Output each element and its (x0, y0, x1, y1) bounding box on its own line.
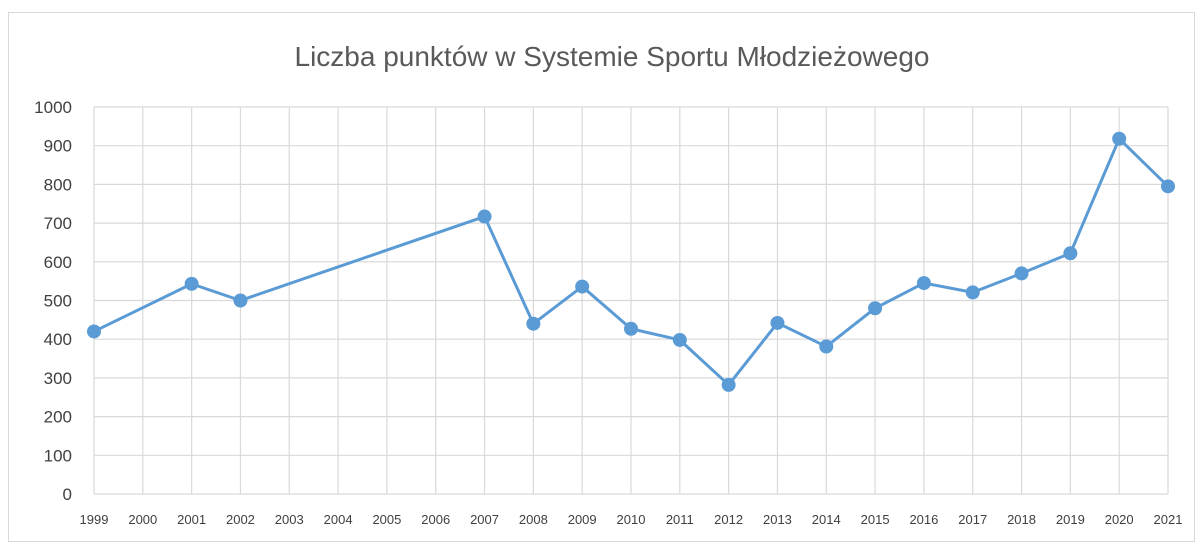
x-tick-label: 2011 (666, 512, 694, 527)
data-point-2016 (916, 276, 931, 291)
y-tick-label: 400 (44, 330, 72, 349)
x-tick-label: 2015 (861, 512, 890, 527)
data-point-2018 (1014, 266, 1029, 281)
data-point-2007 (477, 209, 492, 224)
y-tick-label: 0 (63, 485, 72, 504)
x-tick-label: 2017 (958, 512, 987, 527)
data-point-2010 (624, 321, 638, 336)
data-point-1999 (87, 324, 101, 339)
x-tick-label: 1999 (80, 512, 109, 527)
x-tick-label: 2002 (226, 512, 255, 527)
x-tick-label: 2004 (324, 512, 353, 527)
data-point-2012 (721, 377, 736, 392)
x-tick-label: 2013 (763, 512, 792, 527)
chart-frame (8, 12, 1195, 542)
x-axis-tick-labels: 1999 2000 2001 2002 2003 2004 2005 2006 2007 2008… (80, 512, 1183, 527)
data-point-2014 (819, 339, 834, 354)
x-tick-label: 2018 (1007, 512, 1036, 527)
y-tick-label: 1000 (34, 98, 72, 117)
series-group (87, 131, 1175, 392)
y-axis-tick-labels: 0 100 200 300 400 500 600 700 800 900 1000 (34, 98, 72, 504)
data-point-2013 (770, 315, 785, 330)
y-tick-label: 200 (44, 408, 72, 427)
x-tick-label: 2014 (812, 512, 841, 527)
y-tick-label: 600 (44, 253, 72, 272)
x-tick-label: 2016 (909, 512, 938, 527)
y-tick-label: 900 (44, 137, 72, 156)
data-point-2001 (184, 276, 199, 291)
y-tick-label: 300 (44, 369, 72, 388)
data-point-2011 (672, 332, 687, 347)
x-tick-label: 2001 (177, 512, 206, 527)
x-tick-label: 2005 (372, 512, 401, 527)
y-tick-label: 800 (44, 175, 72, 194)
x-tick-label: 2021 (1154, 512, 1183, 527)
y-tick-label: 100 (44, 446, 72, 465)
grid-lines (93, 106, 1169, 495)
x-tick-label: 2020 (1105, 512, 1134, 527)
x-tick-label: 2012 (714, 512, 743, 527)
data-point-2015 (868, 301, 883, 316)
x-tick-label: 2008 (519, 512, 548, 527)
data-point-2002 (233, 293, 248, 308)
series-line (93, 137, 1170, 387)
x-tick-label: 2019 (1056, 512, 1085, 527)
y-tick-label: 700 (44, 214, 72, 233)
chart-title: Liczba punktów w Systemie Sportu Młodzie… (295, 41, 930, 72)
data-point-2021 (1161, 179, 1175, 194)
x-tick-label: 2010 (617, 512, 646, 527)
x-tick-label: 2000 (128, 512, 157, 527)
x-tick-label: 2006 (421, 512, 450, 527)
x-tick-label: 2009 (568, 512, 597, 527)
data-point-2017 (965, 285, 980, 300)
x-tick-label: 2007 (470, 512, 499, 527)
data-point-2020 (1112, 131, 1127, 146)
x-tick-label: 2003 (275, 512, 304, 527)
data-point-2019 (1063, 246, 1078, 261)
data-point-2009 (575, 279, 590, 294)
y-tick-label: 500 (44, 292, 72, 311)
data-point-2008 (526, 316, 541, 331)
